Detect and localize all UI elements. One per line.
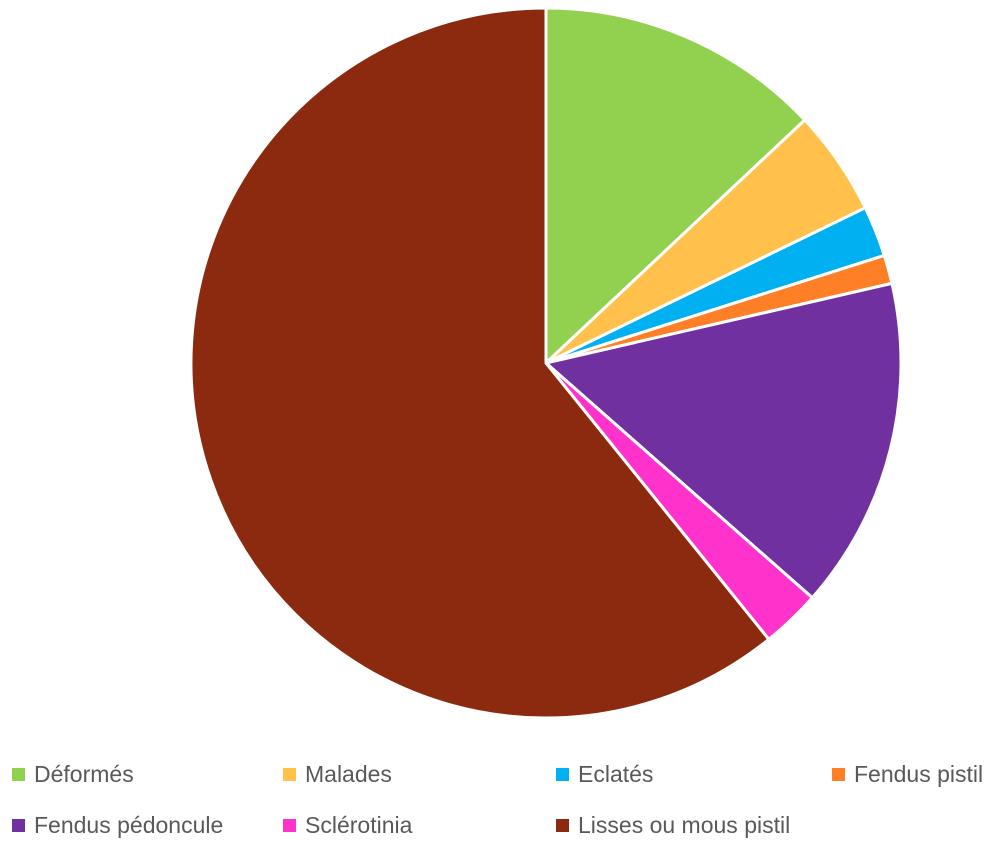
legend-label: Malades [305, 761, 392, 787]
legend-label: Fendus pistil [854, 761, 984, 787]
pie-slice-lisses-ou-mous-pistil [189, 6, 771, 720]
legend-item-deformes: Déformés [12, 761, 134, 788]
legend-swatch [12, 768, 25, 781]
legend-swatch [556, 819, 569, 832]
pie-slice-fendus-pedoncule [544, 281, 903, 600]
legend-swatch [283, 768, 296, 781]
legend-swatch [283, 819, 296, 832]
legend-label: Eclatés [578, 761, 654, 787]
legend-item-eclates: Eclatés [556, 761, 653, 788]
legend-item-fendus-pedoncule: Fendus pédoncule [12, 812, 223, 839]
pie-slice-deformes [544, 6, 807, 365]
legend-label: Lisses ou mous pistil [578, 812, 791, 838]
legend-swatch [12, 819, 25, 832]
legend-label: Fendus pédoncule [34, 812, 224, 838]
legend-label: Sclérotinia [305, 812, 413, 838]
legend-swatch [556, 768, 569, 781]
legend-item-malades: Malades [283, 761, 392, 788]
pie-chart [189, 6, 903, 720]
legend-item-sclerotinia: Sclérotinia [283, 812, 412, 839]
legend-swatch [832, 768, 845, 781]
legend-item-lisses-ou-mous-pistil: Lisses ou mous pistil [556, 812, 790, 839]
legend: Déformés Malades Eclatés Fendus pistil F… [0, 750, 1008, 840]
legend-item-fendus-pistil: Fendus pistil [832, 761, 983, 788]
legend-label: Déformés [34, 761, 134, 787]
